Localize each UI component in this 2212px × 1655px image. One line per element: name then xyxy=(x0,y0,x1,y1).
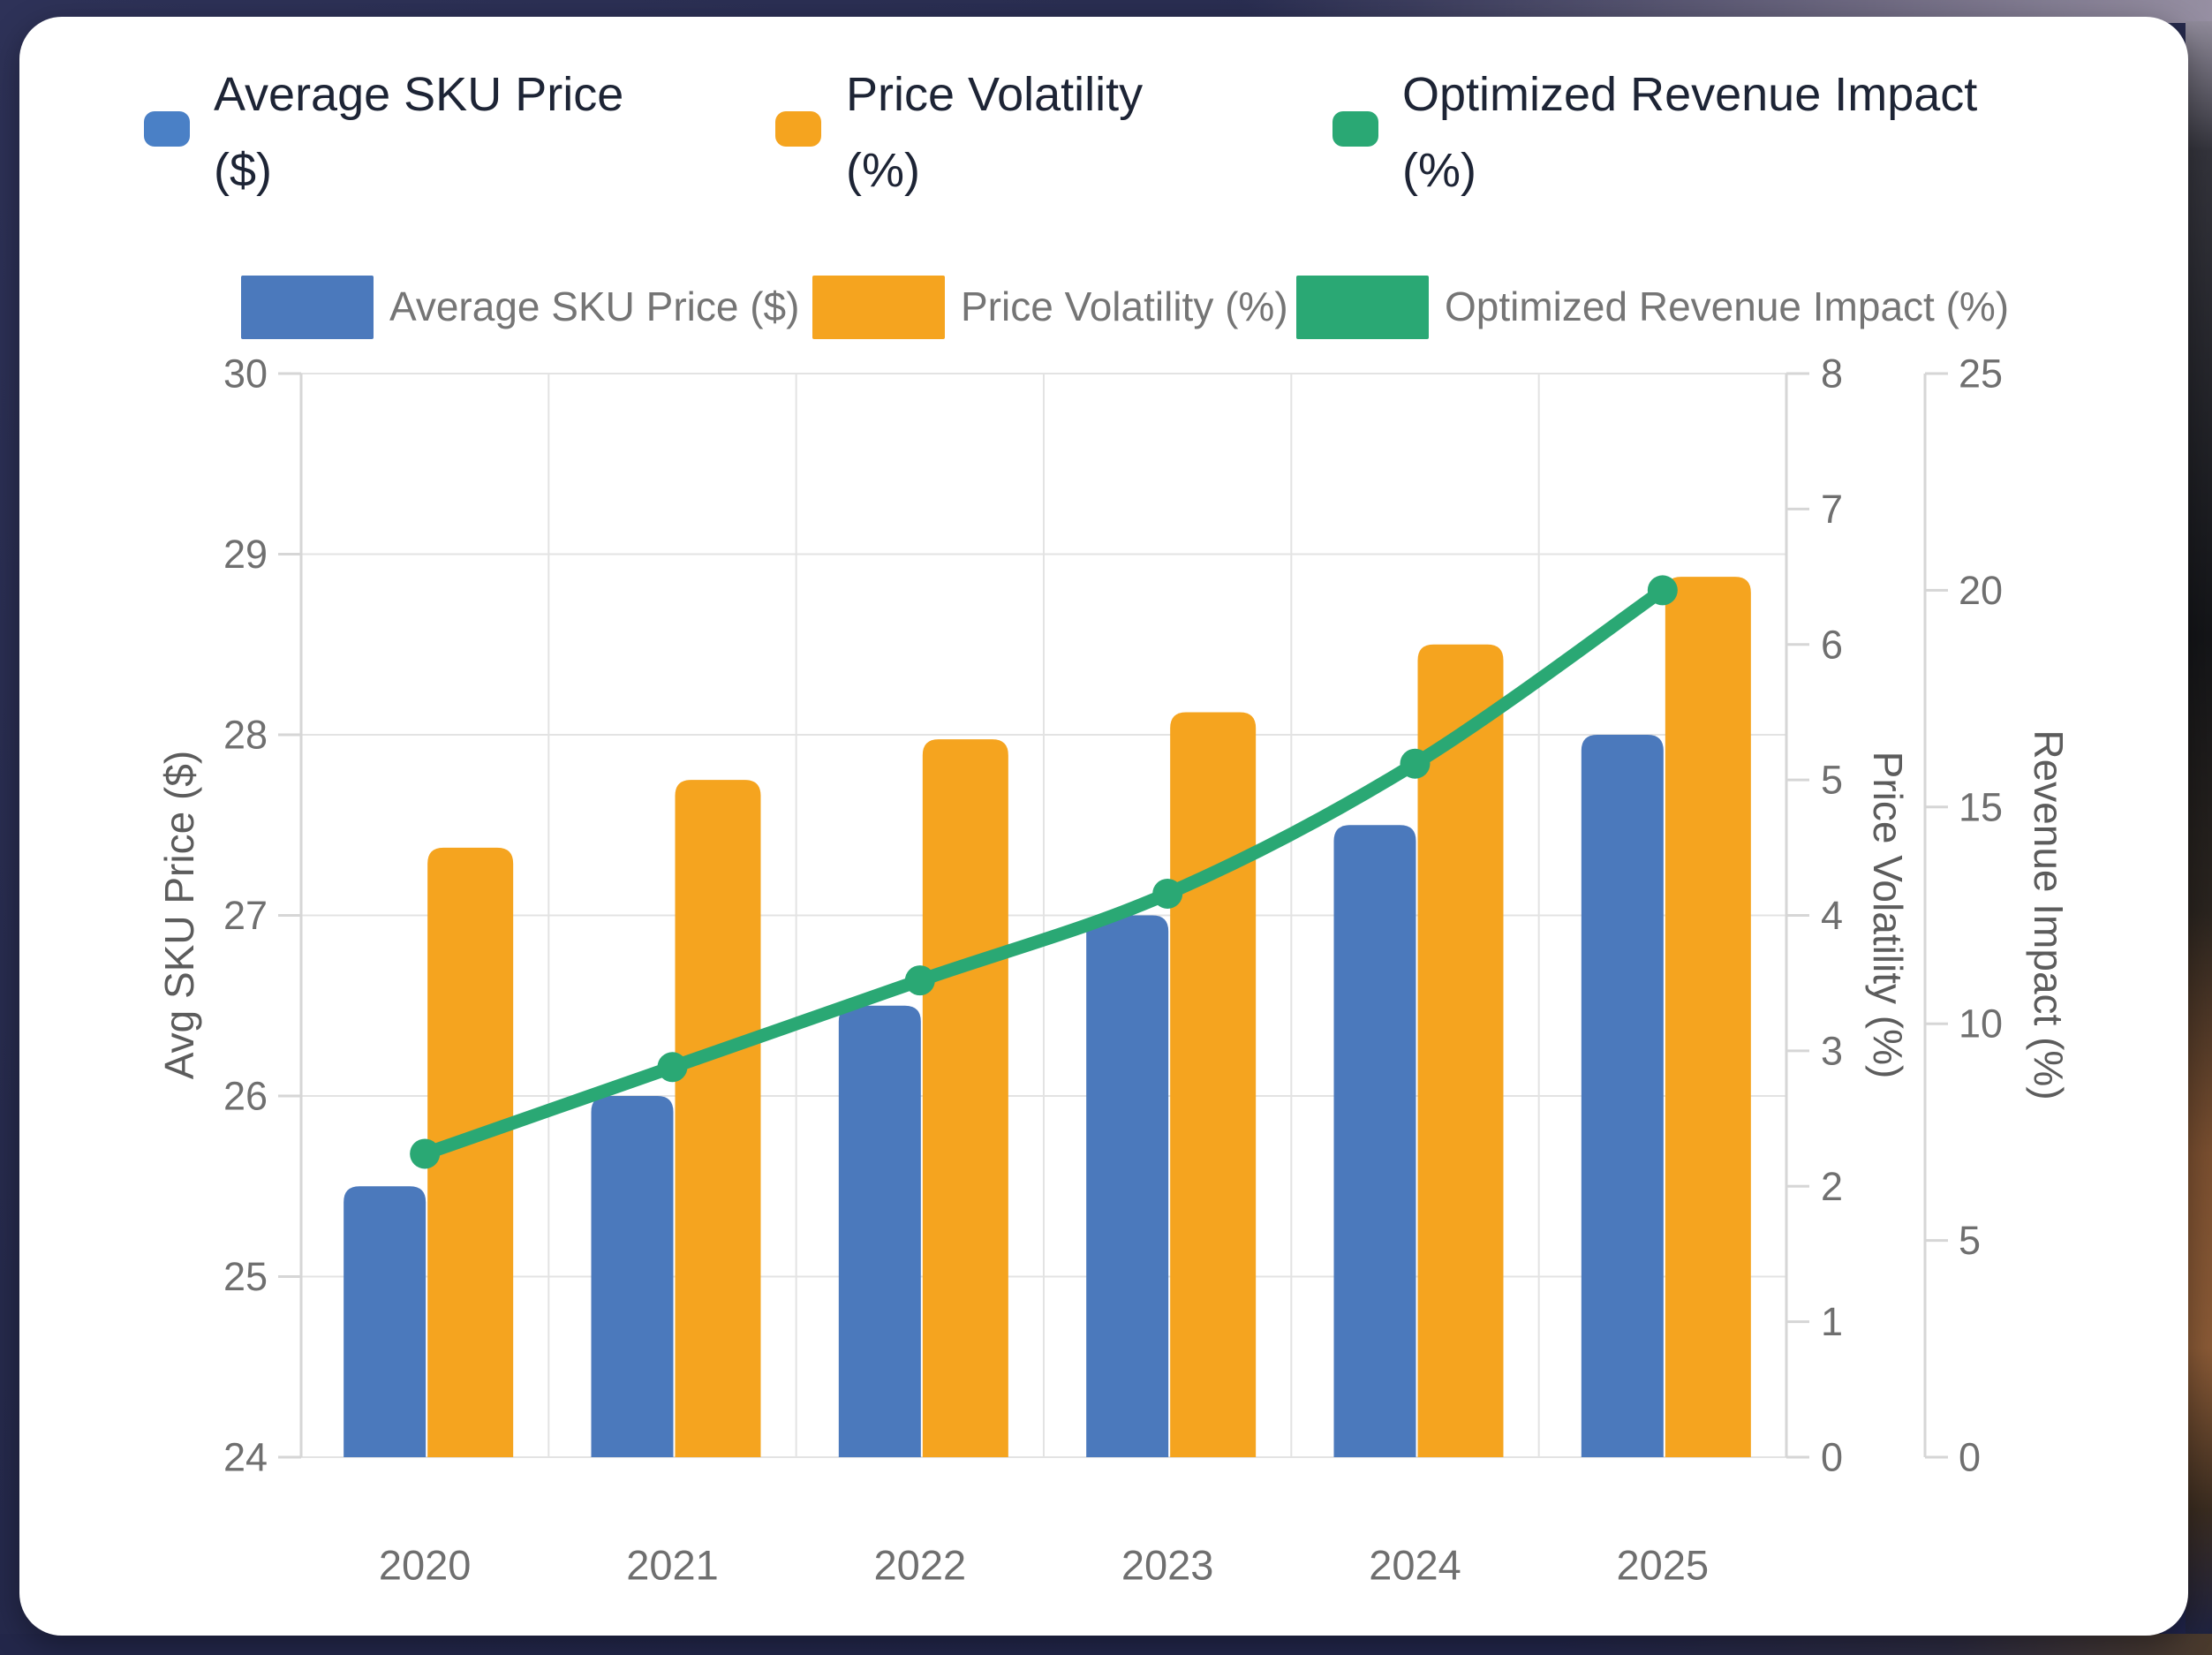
bar-average-sku-price-2020[interactable] xyxy=(344,1186,427,1457)
bar-price-volatility-2024[interactable] xyxy=(1417,644,1504,1457)
revenue-tick-label-5: 5 xyxy=(1959,1218,1981,1263)
bar-price-volatility-2025[interactable] xyxy=(1665,577,1751,1457)
point-optimized-revenue-impact-2023[interactable] xyxy=(1152,878,1183,909)
bar-price-volatility-2021[interactable] xyxy=(675,780,761,1457)
left-tick-label-26: 26 xyxy=(223,1074,268,1119)
point-optimized-revenue-impact-2020[interactable] xyxy=(410,1138,441,1169)
legend-label-line1: Price Volatility xyxy=(846,68,1144,121)
revenue-tick-label-20: 20 xyxy=(1959,568,2003,613)
bar-average-sku-price-2023[interactable] xyxy=(1086,915,1169,1458)
volatility-tick-label-6: 6 xyxy=(1821,622,1843,667)
legend-swatch-green-icon xyxy=(1332,111,1378,147)
volatility-tick-label-5: 5 xyxy=(1821,758,1843,803)
bar-average-sku-price-2025[interactable] xyxy=(1581,735,1664,1457)
background-right-photo-strip xyxy=(2186,21,2212,1639)
left-tick-label-29: 29 xyxy=(223,532,268,577)
legend-label-line1: Average SKU Price xyxy=(214,68,624,121)
x-axis-label-2022: 2022 xyxy=(874,1542,967,1589)
left-tick-label-28: 28 xyxy=(223,713,268,758)
x-axis-label-2021: 2021 xyxy=(626,1542,719,1589)
chart-legend-label: Average SKU Price ($) xyxy=(389,283,800,329)
volatility-tick-label-8: 8 xyxy=(1821,351,1843,397)
x-axis-label-2024: 2024 xyxy=(1369,1542,1461,1589)
top-legend-label: Average SKU Price ($) xyxy=(214,57,623,208)
top-legend-label: Optimized Revenue Impact (%) xyxy=(1402,57,1977,208)
volatility-tick-label-3: 3 xyxy=(1821,1028,1843,1073)
chart-legend-label: Price Volatility (%) xyxy=(961,283,1288,329)
revenue-tick-label-25: 25 xyxy=(1959,351,2003,397)
legend-swatch-orange-icon xyxy=(775,111,821,147)
bar-price-volatility-2022[interactable] xyxy=(922,739,1008,1457)
bar-average-sku-price-2022[interactable] xyxy=(838,1005,921,1457)
legend-label-line2: ($) xyxy=(214,144,272,197)
volatility-tick-label-4: 4 xyxy=(1821,893,1843,938)
legend-label-line2: (%) xyxy=(846,144,920,197)
chart-legend-swatch-orange-icon xyxy=(812,276,945,339)
left-tick-label-24: 24 xyxy=(223,1435,268,1480)
chart-legend-swatch-blue-icon xyxy=(241,276,374,339)
legend-label-line2: (%) xyxy=(1402,144,1476,197)
chart-legend-label: Optimized Revenue Impact (%) xyxy=(1445,283,2010,329)
volatility-tick-label-2: 2 xyxy=(1821,1164,1843,1209)
legend-label-line1: Optimized Revenue Impact xyxy=(1402,68,1978,121)
chart-legend-swatch-green-icon xyxy=(1296,276,1429,339)
revenue-tick-label-0: 0 xyxy=(1959,1435,1981,1480)
x-axis-label-2025: 2025 xyxy=(1617,1542,1710,1589)
point-optimized-revenue-impact-2024[interactable] xyxy=(1400,748,1431,779)
legend-swatch-blue-icon xyxy=(144,111,190,147)
top-legend-label: Price Volatility (%) xyxy=(846,57,1143,208)
point-optimized-revenue-impact-2021[interactable] xyxy=(657,1052,688,1083)
volatility-tick-label-1: 1 xyxy=(1821,1299,1843,1344)
volatility-tick-label-0: 0 xyxy=(1821,1435,1843,1480)
revenue-tick-label-10: 10 xyxy=(1959,1001,2003,1047)
left-tick-label-30: 30 xyxy=(223,351,268,397)
bar-average-sku-price-2024[interactable] xyxy=(1333,825,1416,1457)
left-tick-label-27: 27 xyxy=(223,893,268,938)
line-optimized-revenue-impact[interactable] xyxy=(418,583,1670,1160)
bar-price-volatility-2023[interactable] xyxy=(1170,712,1257,1457)
volatility-tick-label-7: 7 xyxy=(1821,487,1843,532)
point-optimized-revenue-impact-2022[interactable] xyxy=(904,965,935,996)
bar-average-sku-price-2021[interactable] xyxy=(591,1096,674,1457)
revenue-tick-label-15: 15 xyxy=(1959,784,2003,829)
point-optimized-revenue-impact-2025[interactable] xyxy=(1647,575,1678,606)
background-bottom-strip xyxy=(0,1634,2212,1655)
x-axis-label-2023: 2023 xyxy=(1121,1542,1214,1589)
x-axis-label-2020: 2020 xyxy=(379,1542,472,1589)
left-tick-label-25: 25 xyxy=(223,1254,268,1299)
bar-price-volatility-2020[interactable] xyxy=(427,847,514,1457)
